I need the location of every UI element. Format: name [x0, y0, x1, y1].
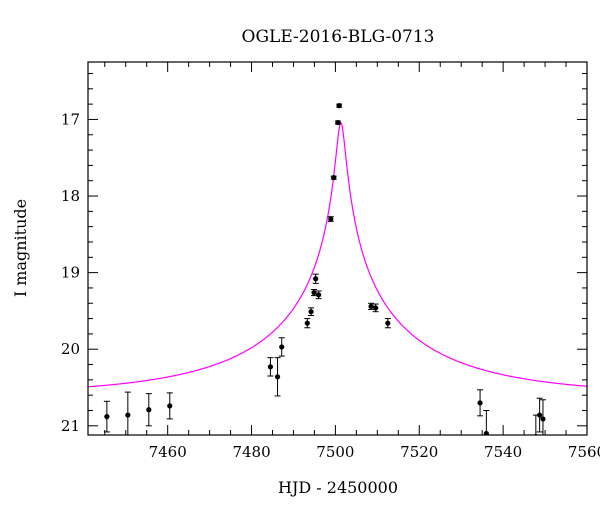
data-point — [539, 399, 546, 435]
data-point — [532, 414, 539, 435]
point-marker — [336, 103, 342, 109]
data-points-layer — [103, 103, 546, 435]
data-point — [308, 307, 315, 317]
point-marker — [104, 414, 110, 420]
tick-labels: 7460 7480 7500 7520 7540 7560 17 18 19 20 21 — [61, 110, 600, 461]
point-marker — [267, 364, 274, 370]
data-point — [336, 103, 343, 109]
data-point — [536, 397, 543, 433]
point-marker — [368, 303, 374, 309]
data-point — [312, 273, 319, 284]
data-point — [368, 302, 375, 310]
y-tick-label: 18 — [61, 187, 80, 205]
x-tick-label: 7560 — [568, 443, 600, 461]
point-marker — [373, 305, 379, 311]
data-point — [372, 303, 379, 313]
data-point — [304, 318, 311, 329]
x-tick-label: 7480 — [232, 443, 270, 461]
point-marker — [335, 119, 341, 126]
model-curve — [88, 121, 587, 388]
point-marker — [537, 412, 543, 418]
point-marker — [385, 320, 391, 326]
data-point — [384, 318, 391, 329]
chart-title: OGLE-2016-BLG-0713 — [242, 27, 435, 47]
data-point — [166, 392, 173, 420]
data-point — [278, 337, 285, 357]
data-point — [327, 216, 334, 222]
point-marker — [125, 412, 131, 418]
data-point — [311, 288, 318, 297]
x-tick-label: 7460 — [149, 443, 187, 461]
data-point — [315, 290, 322, 300]
y-tick-label: 21 — [61, 417, 80, 435]
data-point — [267, 357, 274, 377]
data-point — [145, 393, 152, 427]
point-marker — [167, 403, 173, 409]
axis-ticks — [88, 62, 588, 435]
point-marker — [308, 309, 314, 315]
x-tick-label: 7500 — [316, 443, 354, 461]
x-tick-label: 7520 — [400, 443, 438, 461]
data-point — [483, 409, 490, 435]
y-tick-label: 20 — [61, 340, 80, 358]
y-tick-label: 19 — [61, 264, 80, 282]
y-tick-label: 17 — [61, 110, 80, 128]
point-marker — [279, 344, 285, 350]
point-marker — [146, 407, 152, 413]
data-point — [103, 400, 110, 433]
point-marker — [274, 374, 281, 380]
data-point — [124, 391, 131, 435]
x-tick-label: 7540 — [484, 443, 522, 461]
point-marker — [483, 430, 489, 435]
point-marker — [477, 400, 483, 406]
model-curve-layer — [88, 121, 587, 388]
data-point — [274, 357, 281, 397]
point-marker — [316, 292, 322, 298]
y-axis-label: I magnitude — [11, 199, 30, 297]
point-marker — [304, 320, 310, 326]
point-marker — [540, 416, 546, 422]
data-point — [330, 175, 337, 181]
data-point — [477, 389, 484, 417]
point-marker — [311, 289, 317, 296]
point-marker — [328, 216, 334, 222]
data-point — [334, 119, 341, 126]
x-axis-label: HJD - 2450000 — [278, 478, 398, 497]
plot-frame — [87, 61, 588, 436]
point-marker — [331, 175, 337, 181]
point-marker — [313, 276, 319, 282]
